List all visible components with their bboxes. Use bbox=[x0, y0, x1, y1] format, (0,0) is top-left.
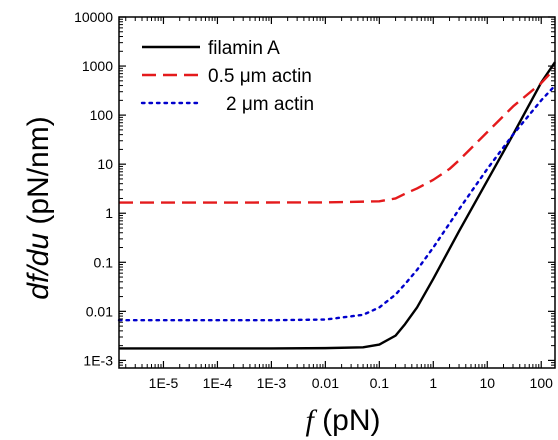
y-tick-label: 10000 bbox=[74, 9, 113, 25]
legend-label-0: filamin A bbox=[208, 38, 280, 59]
y-tick-label: 1000 bbox=[82, 58, 113, 74]
series-line-1 bbox=[119, 67, 556, 204]
y-tick-label: 100 bbox=[90, 107, 114, 123]
x-axis-title: f (pN) bbox=[305, 404, 380, 437]
series-line-2 bbox=[117, 84, 557, 322]
y-axis-unit: (pN/nm) bbox=[22, 116, 55, 233]
x-tick-label: 10 bbox=[479, 375, 495, 391]
plot-frame bbox=[118, 16, 556, 369]
x-tick-label: 100 bbox=[530, 375, 554, 391]
y-tick-label: 0.01 bbox=[86, 303, 113, 319]
x-tick-label: 0.1 bbox=[370, 375, 390, 391]
x-tick-label: 1E-5 bbox=[149, 375, 179, 391]
x-tick-label: 1 bbox=[429, 375, 437, 391]
y-axis-variable: df/du bbox=[22, 233, 55, 300]
x-tick-label: 1E-3 bbox=[257, 375, 287, 391]
y-tick-label: 10 bbox=[97, 156, 113, 172]
legend: filamin A 0.5 μm actin 2 μm actin bbox=[140, 38, 314, 115]
x-tick-label: 0.01 bbox=[312, 375, 339, 391]
x-axis-unit: (pN) bbox=[314, 404, 381, 437]
x-tick-label: 1E-4 bbox=[203, 375, 233, 391]
legend-label-1: 0.5 μm actin bbox=[208, 66, 312, 87]
series-layer bbox=[117, 61, 557, 350]
y-tick-label: 0.1 bbox=[94, 254, 114, 270]
tick-layer: 1E-5 1E-4 1E-3 0.01 0.1 1 10 100 1E-3 0.01 0.1 1 10 1… bbox=[74, 9, 555, 391]
y-tick-label: 1E-3 bbox=[83, 352, 113, 368]
y-axis-title: df/du (pN/nm) bbox=[22, 116, 55, 299]
series-line-0 bbox=[119, 61, 556, 350]
legend-label-2: 2 μm actin bbox=[226, 94, 314, 115]
y-tick-label: 1 bbox=[105, 205, 113, 221]
